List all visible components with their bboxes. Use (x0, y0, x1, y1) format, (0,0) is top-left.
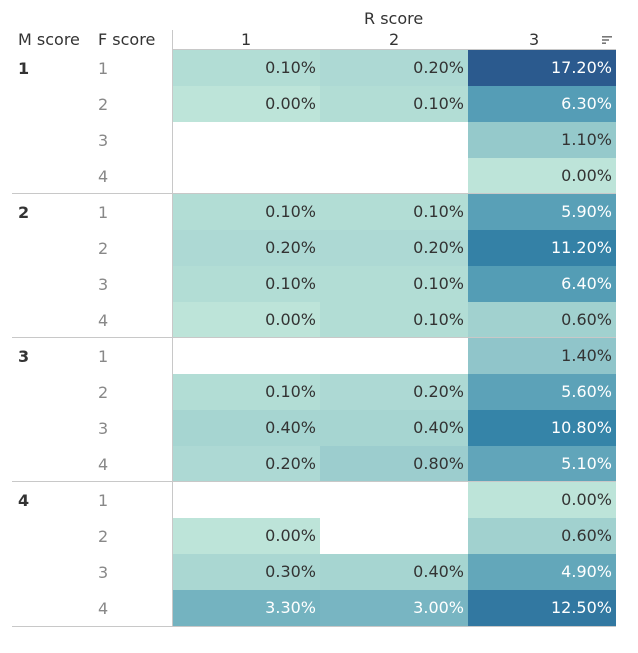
m-score-label: 2 (18, 203, 30, 222)
heatmap-cell[interactable]: 5.60% (468, 374, 616, 410)
column-group-title: R score (364, 9, 424, 28)
heatmap-cell[interactable]: 0.20% (173, 230, 320, 266)
heatmap-cell[interactable]: 0.20% (173, 446, 320, 482)
heatmap-cell[interactable]: 0.10% (320, 266, 468, 302)
f-score-label: 2 (98, 527, 109, 546)
heatmap-cell[interactable]: 3.00% (320, 590, 468, 626)
column-header-2[interactable]: 2 (389, 30, 400, 49)
m-score-label: 1 (18, 59, 30, 78)
f-score-label: 1 (98, 491, 109, 510)
row-header-divider (172, 30, 173, 627)
heatmap-cell[interactable]: 0.00% (173, 86, 320, 122)
f-score-label: 4 (98, 599, 109, 618)
heatmap-cell[interactable]: 0.20% (320, 50, 468, 86)
f-score-label: 4 (98, 455, 109, 474)
heatmap-cell[interactable]: 3.30% (173, 590, 320, 626)
heatmap-cell[interactable]: 0.10% (320, 86, 468, 122)
heatmap-cell[interactable]: 0.60% (468, 302, 616, 338)
f-score-label: 3 (98, 131, 109, 150)
sort-descending-icon[interactable] (601, 34, 613, 46)
heatmap-cell[interactable]: 0.40% (173, 410, 320, 446)
m-score-label: 4 (18, 491, 30, 510)
heatmap-cell[interactable]: 5.90% (468, 194, 616, 230)
heatmap-cell[interactable]: 0.00% (468, 158, 616, 194)
heatmap-cell[interactable]: 0.40% (320, 554, 468, 590)
f-score-label: 2 (98, 95, 109, 114)
heatmap-cell[interactable]: 11.20% (468, 230, 616, 266)
heatmap-cell[interactable]: 0.10% (320, 302, 468, 338)
column-header-1[interactable]: 1 (241, 30, 252, 49)
heatmap-cell[interactable]: 0.10% (320, 194, 468, 230)
heatmap-cell[interactable]: 0.00% (173, 518, 320, 554)
m-score-label: 3 (18, 347, 30, 366)
heatmap-cell[interactable]: 0.20% (320, 374, 468, 410)
f-score-label: 4 (98, 167, 109, 186)
f-score-label: 3 (98, 419, 109, 438)
group-separator-3 (12, 481, 616, 482)
heatmap-cell[interactable]: 0.10% (173, 50, 320, 86)
heatmap-cell[interactable]: 1.10% (468, 122, 616, 158)
heatmap-cell[interactable]: 0.10% (173, 374, 320, 410)
heatmap-cell[interactable]: 0.60% (468, 518, 616, 554)
heatmap-cell[interactable]: 0.00% (173, 302, 320, 338)
table-bottom-line (12, 626, 616, 627)
heatmap-cell[interactable]: 4.90% (468, 554, 616, 590)
group-separator-1 (12, 193, 616, 194)
f-score-label: 3 (98, 563, 109, 582)
heatmap-cell[interactable]: 10.80% (468, 410, 616, 446)
heatmap-cell[interactable]: 0.80% (320, 446, 468, 482)
f-score-label: 4 (98, 311, 109, 330)
heatmap-cell[interactable]: 0.10% (173, 194, 320, 230)
heatmap-cell[interactable]: 0.40% (320, 410, 468, 446)
heatmap-cell[interactable]: 0.30% (173, 554, 320, 590)
column-header-3[interactable]: 3 (529, 30, 540, 49)
f-score-label: 3 (98, 275, 109, 294)
heatmap-cell[interactable]: 0.20% (320, 230, 468, 266)
f-score-label: 2 (98, 383, 109, 402)
row-header-m-score[interactable]: M score (18, 30, 80, 49)
f-score-label: 1 (98, 59, 109, 78)
heatmap-cell[interactable]: 6.30% (468, 86, 616, 122)
f-score-label: 1 (98, 347, 109, 366)
header-bottom-line (172, 49, 616, 50)
heatmap-cell[interactable]: 17.20% (468, 50, 616, 86)
heatmap-cell[interactable]: 0.10% (173, 266, 320, 302)
group-separator-2 (12, 337, 616, 338)
heatmap-cell[interactable]: 1.40% (468, 338, 616, 374)
heatmap-cell[interactable]: 12.50% (468, 590, 616, 626)
row-header-f-score[interactable]: F score (98, 30, 156, 49)
heatmap-cell[interactable]: 0.00% (468, 482, 616, 518)
heatmap-cell[interactable]: 6.40% (468, 266, 616, 302)
heatmap-cell[interactable]: 5.10% (468, 446, 616, 482)
f-score-label: 2 (98, 239, 109, 258)
f-score-label: 1 (98, 203, 109, 222)
